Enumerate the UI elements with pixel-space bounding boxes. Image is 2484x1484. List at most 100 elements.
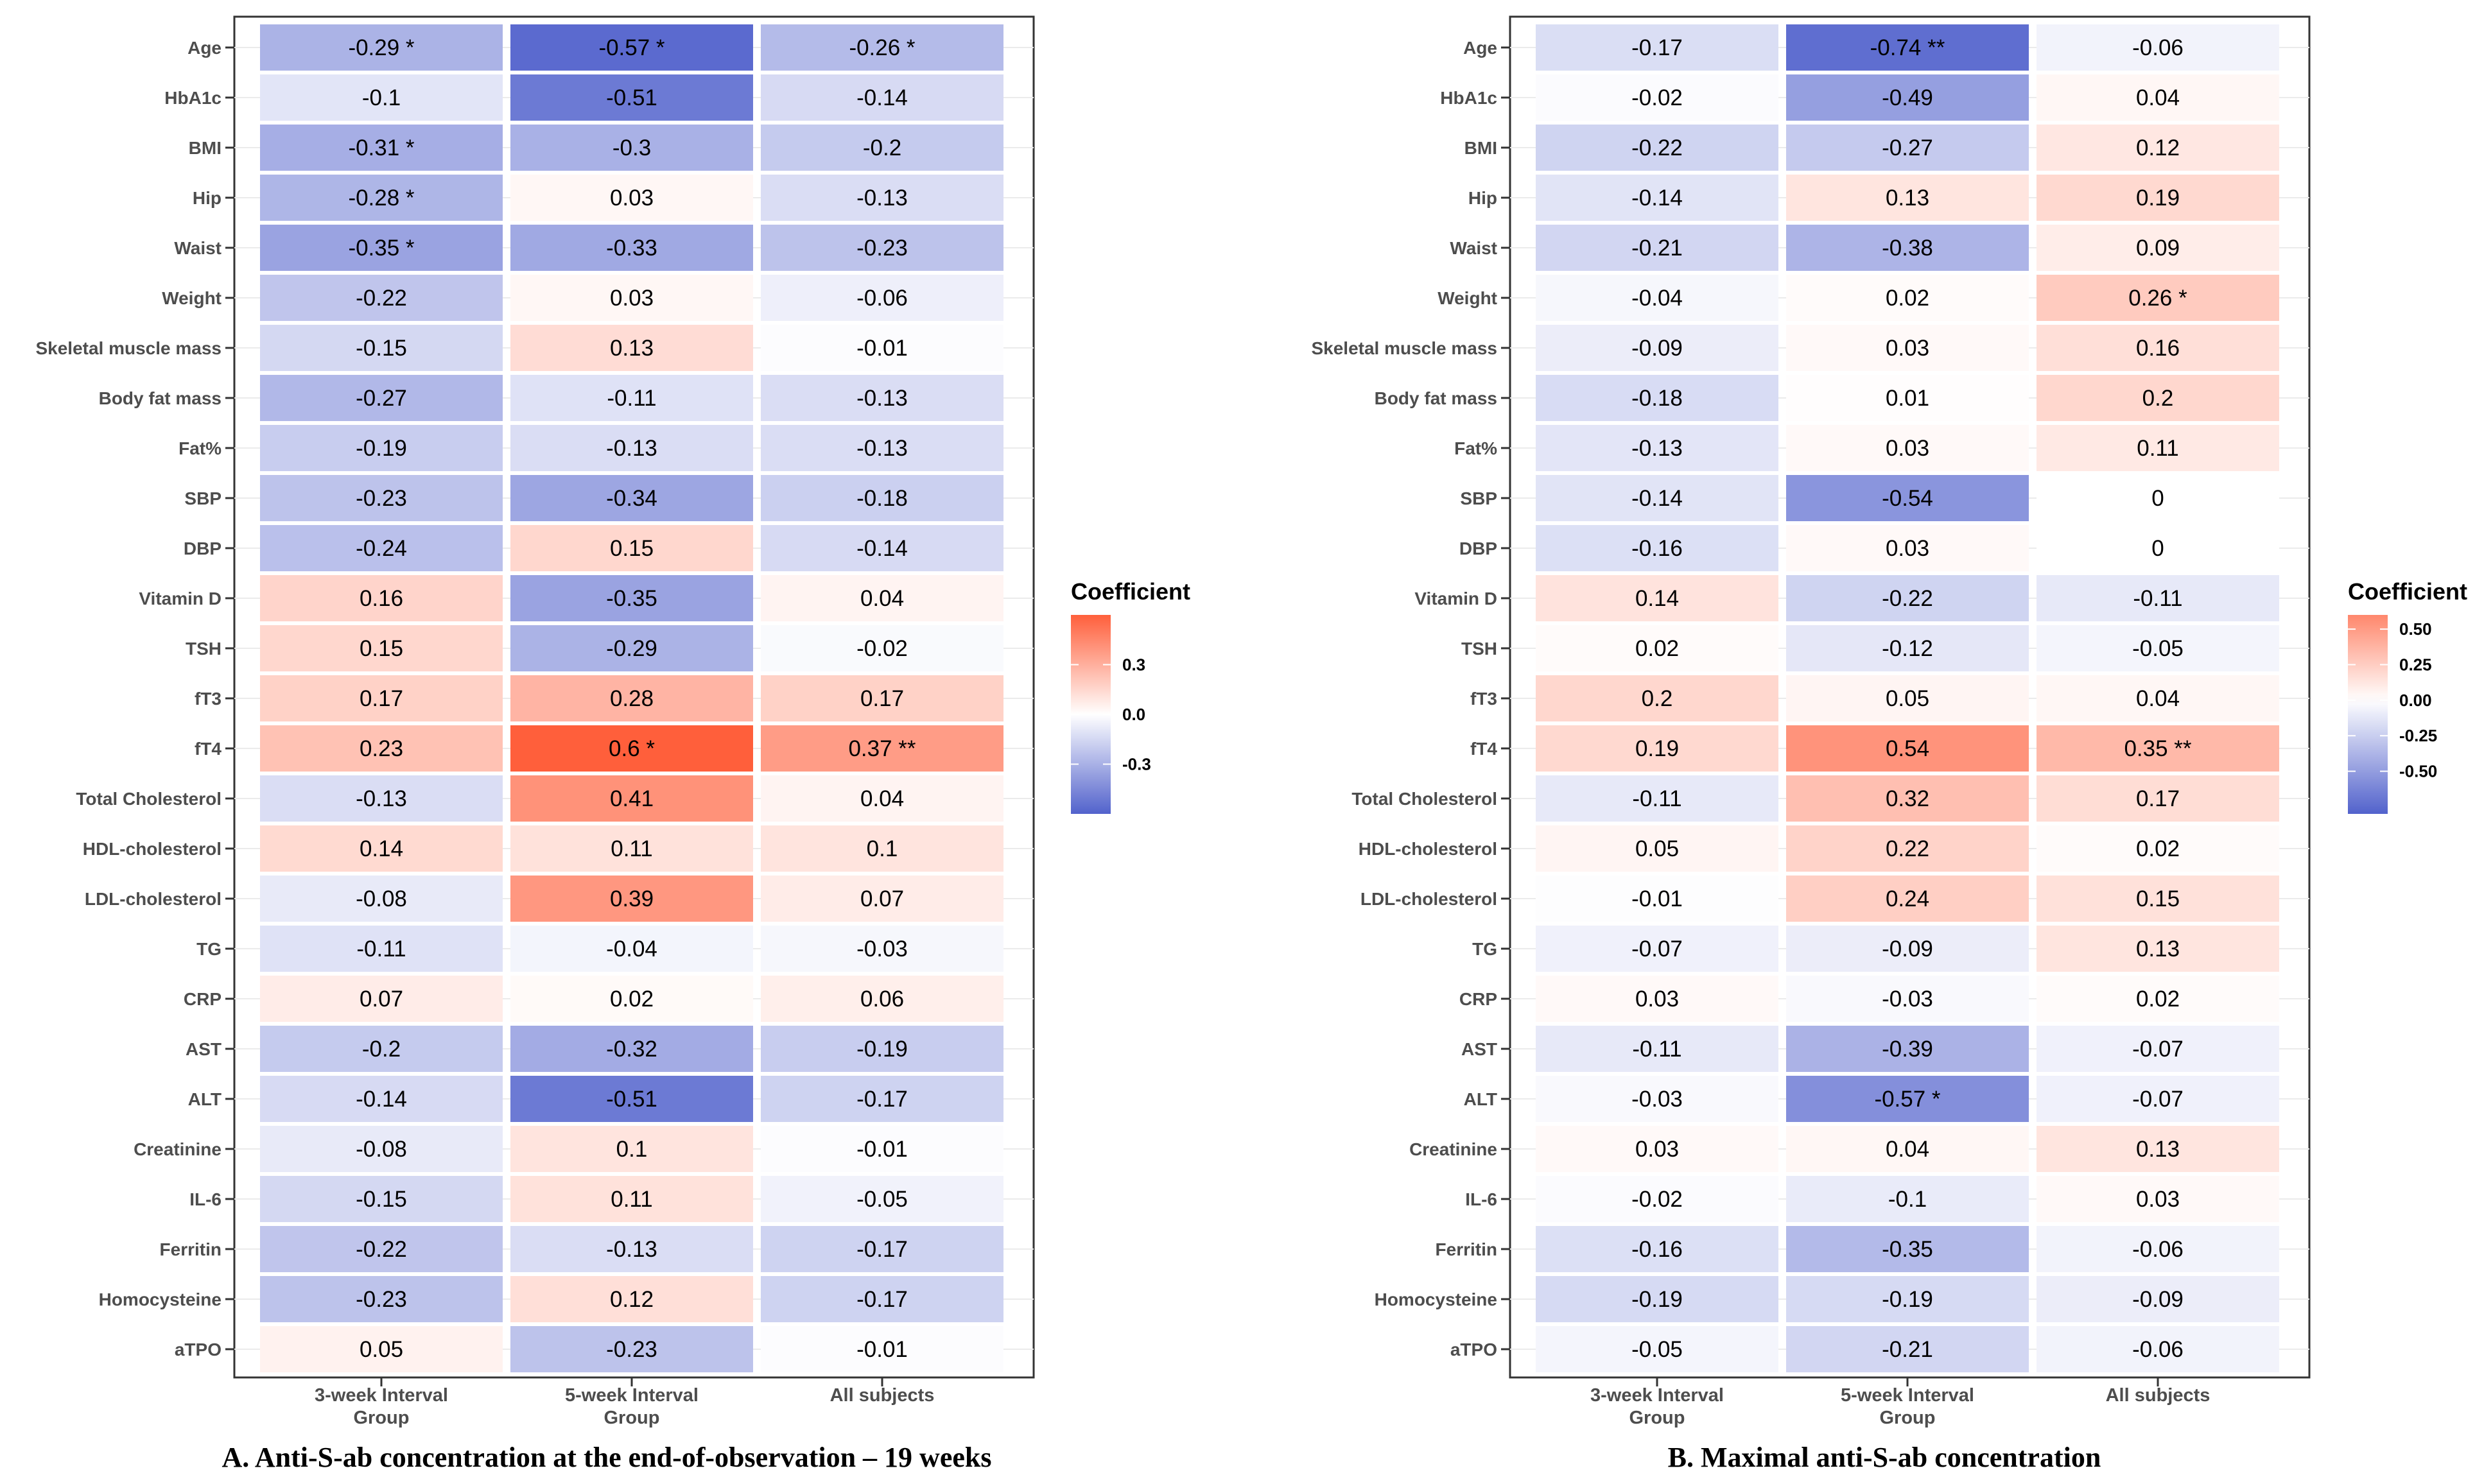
cell-value-label: 0.03 [1886,536,1929,561]
cell-value-label: 0.28 [610,686,654,711]
heatmap-cell [761,876,1003,922]
row-label-sbp: SBP [1460,488,1497,508]
cell-value-label: -0.39 [1882,1037,1933,1062]
row-label-skeletal-muscle-mass: Skeletal muscle mass [1311,338,1497,358]
column-label: All subjects [2106,1385,2210,1406]
cell-value-label: 0.04 [860,786,904,811]
heatmap-cell [761,325,1003,371]
row-label-bmi: BMI [1464,138,1497,158]
heatmap-cell [2037,876,2279,922]
cell-value-label: 0.23 [360,736,403,761]
cell-value-label: 0.03 [610,186,654,211]
legend-tick-label: 0.3 [1122,655,1145,675]
row-label-il-6: IL-6 [1465,1189,1497,1209]
heatmap-cell [260,1076,503,1122]
cell-value-label: -0.01 [856,1137,908,1162]
heatmap-cell [260,24,503,71]
row-label-total-cholesterol: Total Cholesterol [1351,789,1497,809]
cell-value-label: 0.17 [360,686,403,711]
heatmap-cell [260,74,503,121]
cell-value-label: 0.15 [2136,886,2180,911]
panel-b-legend: Coefficient 0.50 0.25 0.00 -0.25 -0.50 [2348,578,2467,814]
cell-value-label: 0.02 [2136,836,2180,861]
heatmap-cell [1536,1076,1778,1122]
heatmap-cell [2037,425,2279,471]
heatmap-cell [1786,24,2029,71]
cell-value-label: -0.06 [2132,35,2184,60]
cell-value-label: -0.32 [606,1037,657,1062]
row-label-il-6: IL-6 [189,1189,221,1209]
heatmap-cell [510,425,753,471]
cell-value-label: -0.05 [856,1187,908,1212]
cell-value-label: 0.2 [1642,686,1673,711]
cell-value-label: 0.02 [1886,286,1929,311]
cell-value-label: -0.09 [1882,936,1933,962]
row-label-atpo: aTPO [1450,1340,1497,1359]
heatmap-cell [260,1126,503,1172]
heatmap-cell [510,74,753,121]
cell-value-label: -0.01 [1631,886,1683,911]
row-label-creatinine: Creatinine [134,1139,221,1159]
heatmap-cell [1786,1276,2029,1322]
row-label-weight: Weight [1437,288,1497,308]
row-label-crp: CRP [1459,989,1497,1009]
cell-value-label: -0.28 * [348,186,414,211]
cell-value-label: 0.03 [2136,1187,2180,1212]
cell-value-label: -0.19 [856,1037,908,1062]
heatmap-cell [260,1176,503,1222]
cell-value-label: 0.14 [360,836,403,861]
panel-a-legend-title: Coefficient [1071,578,1190,605]
heatmap-cell [1536,24,1778,71]
cell-value-label: 0.04 [2136,85,2180,110]
cell-value-label: -0.05 [1631,1337,1683,1362]
heatmap-cell [260,1326,503,1372]
heatmap-cell [761,375,1003,421]
heatmap-cell [2037,725,2279,772]
cell-value-label: 0.2 [2142,386,2174,411]
heatmap-cell [1786,325,2029,371]
heatmap-cell [761,575,1003,621]
cell-value-label: 0.15 [360,636,403,661]
heatmap-cell [2037,275,2279,321]
panel-b-colorbar [2348,615,2388,814]
row-label-alt: ALT [1464,1089,1497,1109]
cell-value-label: -0.19 [1631,1287,1683,1312]
heatmap-cell [761,926,1003,972]
panel-b-heatmap: Age -0.17 -0.74 ** -0.06 HbA1c -0.02 -0.49 0.04… [1311,15,2311,1428]
panel-a-caption: A. Anti-S-ab concentration at the end-of… [222,1442,992,1473]
heatmap-cell [510,1326,753,1372]
cell-value-label: -0.18 [1631,386,1683,411]
cell-value-label: -0.09 [2132,1287,2184,1312]
cell-value-label: -0.27 [1882,135,1933,160]
heatmap-cell [1536,976,1778,1022]
cell-value-label: -0.29 * [348,35,414,60]
heatmap-cell [1536,725,1778,772]
cell-value-label: -0.13 [1631,436,1683,461]
legend-tick-label: 0.0 [1122,705,1145,724]
cell-value-label: 0.35 ** [2124,736,2191,761]
heatmap-cell [2037,625,2279,671]
column-label: Group [604,1408,660,1428]
heatmap-cell [510,175,753,221]
cell-value-label: -0.06 [2132,1337,2184,1362]
heatmap-cell [2037,175,2279,221]
heatmap-cell [260,225,503,271]
heatmap-cell [1536,1176,1778,1222]
cell-value-label: -0.14 [856,536,908,561]
heatmap-cell [510,976,753,1022]
cell-value-label: -0.13 [856,186,908,211]
heatmap-cell [260,175,503,221]
heatmap-cell [1536,175,1778,221]
heatmap-cell [2037,675,2279,721]
heatmap-cell [1536,1226,1778,1272]
heatmap-cell [260,725,503,772]
cell-value-label: 0.07 [360,987,403,1012]
cell-value-label: -0.14 [1631,486,1683,511]
heatmap-cell [1786,675,2029,721]
heatmap-cell [260,275,503,321]
row-label-age: Age [187,38,221,58]
row-label-hba1c: HbA1c [164,88,221,108]
heatmap-cell [2037,24,2279,71]
cell-value-label: -0.2 [362,1037,401,1062]
heatmap-cell [2037,375,2279,421]
